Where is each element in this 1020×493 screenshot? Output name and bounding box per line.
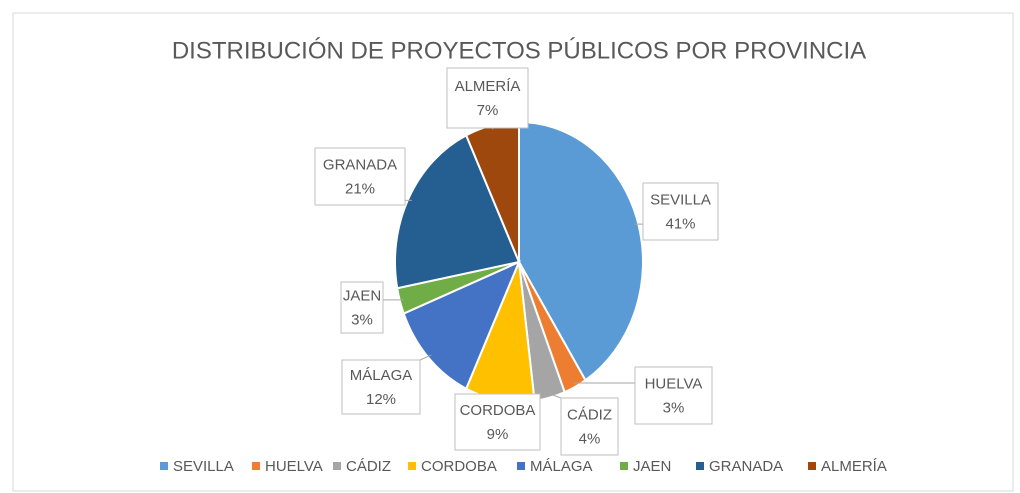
legend-swatch bbox=[696, 462, 704, 470]
data-label-value: 3% bbox=[351, 311, 373, 328]
pie-slice bbox=[402, 260, 521, 391]
data-label-name: CÁDIZ bbox=[567, 406, 612, 423]
legend-label: HUELVA bbox=[265, 458, 323, 475]
data-label-name: SEVILLA bbox=[650, 191, 711, 208]
legend-label: MÁLAGA bbox=[530, 458, 593, 475]
data-label-name: JAEN bbox=[343, 287, 381, 304]
pie-slice bbox=[394, 133, 521, 290]
legend-label: CÁDIZ bbox=[346, 458, 391, 475]
data-label-value: 3% bbox=[663, 399, 685, 416]
chart-title: DISTRIBUCIÓN DE PROYECTOS PÚBLICOS POR P… bbox=[172, 37, 866, 64]
label-box bbox=[560, 397, 619, 456]
label-box bbox=[340, 281, 384, 334]
legend-swatch bbox=[808, 462, 816, 470]
label-box bbox=[341, 359, 421, 415]
data-label-value: 4% bbox=[579, 430, 601, 447]
data-label-value: 9% bbox=[487, 426, 509, 443]
label-box bbox=[454, 393, 541, 451]
data-label-value: 21% bbox=[345, 180, 375, 197]
legend-swatch bbox=[517, 462, 525, 470]
data-label-name: HUELVA bbox=[645, 375, 703, 392]
label-box bbox=[642, 182, 719, 241]
data-label-name: ALMERÍA bbox=[455, 78, 521, 95]
legend-label: ALMERÍA bbox=[821, 458, 887, 475]
label-box bbox=[314, 147, 406, 206]
data-label-name: GRANADA bbox=[323, 156, 397, 173]
leader-line bbox=[419, 354, 432, 361]
legend-label: SEVILLA bbox=[173, 458, 234, 475]
legend-swatch bbox=[620, 462, 628, 470]
legend-swatch bbox=[252, 462, 260, 470]
legend-swatch bbox=[333, 462, 341, 470]
label-box bbox=[634, 366, 713, 425]
data-label-value: 41% bbox=[665, 215, 695, 232]
label-box bbox=[446, 67, 529, 129]
data-label-value: 7% bbox=[477, 102, 499, 119]
data-label-name: MÁLAGA bbox=[350, 367, 413, 384]
legend-swatch bbox=[408, 462, 416, 470]
leader-line bbox=[548, 393, 562, 399]
legend-label: GRANADA bbox=[709, 458, 783, 475]
legend-swatch bbox=[160, 462, 168, 470]
legend-label: JAEN bbox=[633, 458, 671, 475]
legend-label: CORDOBA bbox=[421, 458, 497, 475]
data-label-name: CORDOBA bbox=[460, 402, 536, 419]
data-label-value: 12% bbox=[366, 391, 396, 408]
